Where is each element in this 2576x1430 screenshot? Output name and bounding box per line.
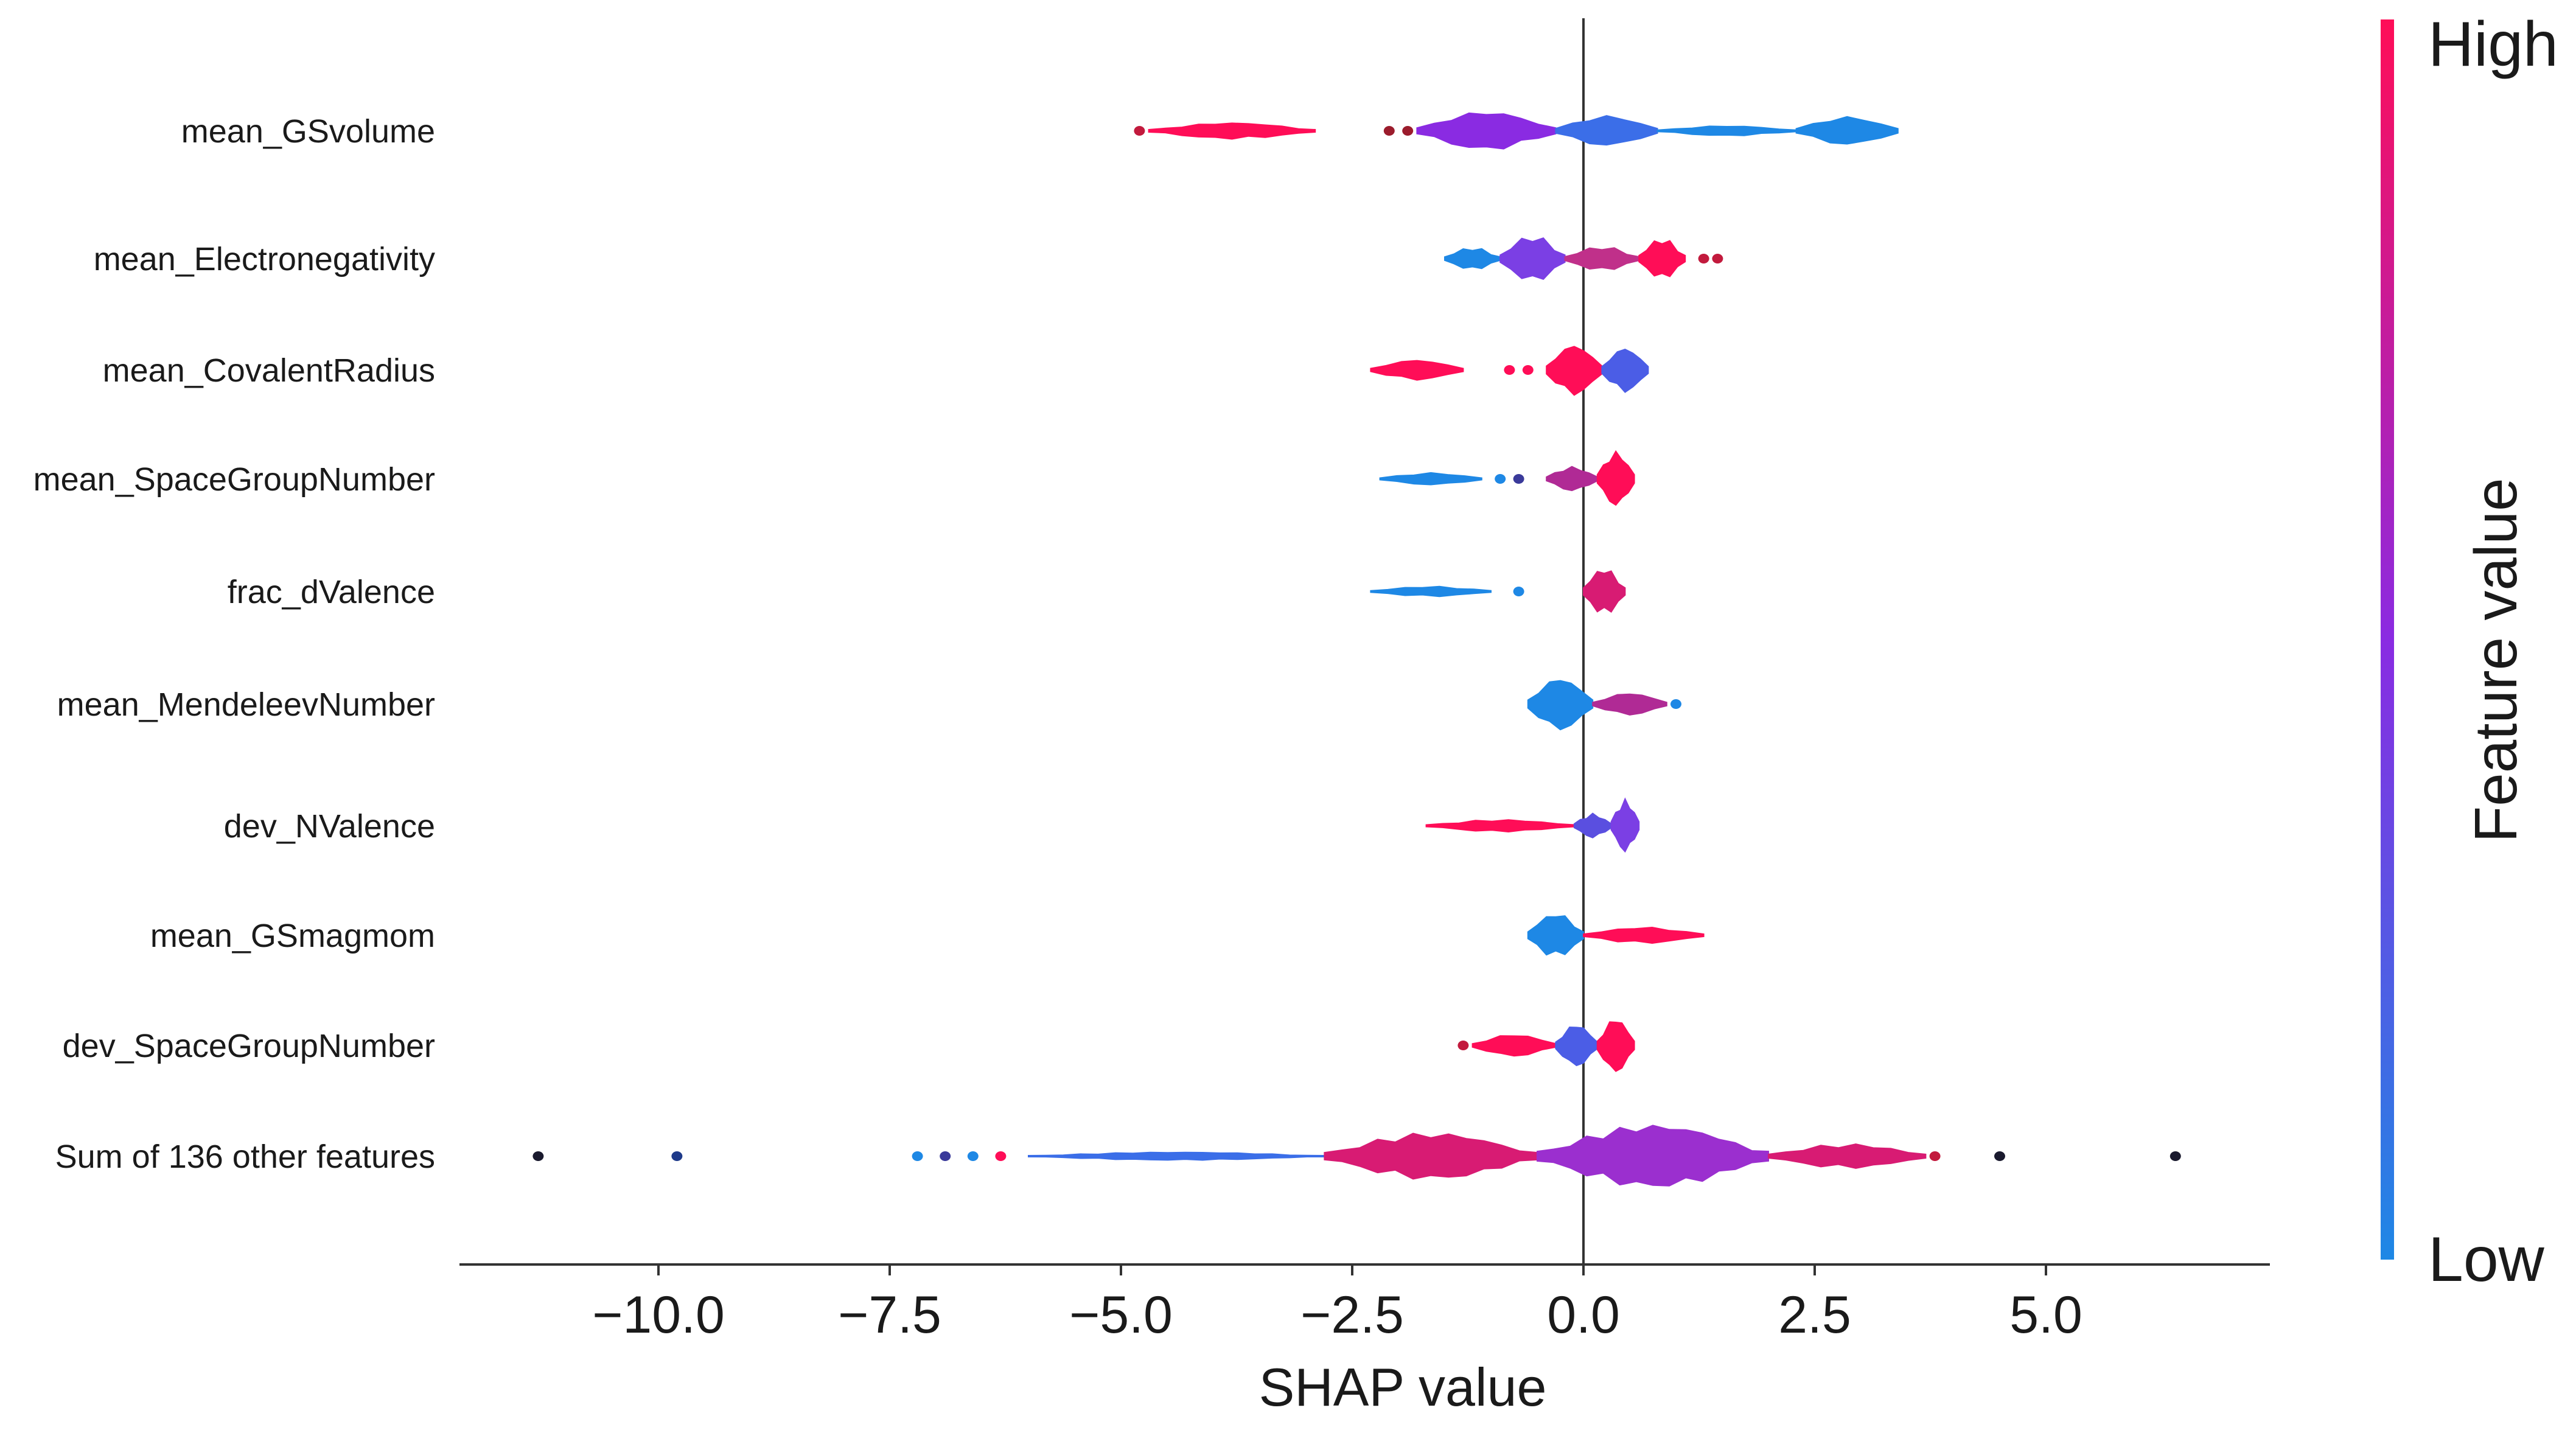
shap-segment — [1148, 122, 1316, 140]
shap-point — [1522, 365, 1534, 375]
shap-segment — [1596, 450, 1635, 506]
shap-segment — [1583, 570, 1626, 613]
shap-point — [912, 1151, 923, 1161]
shap-segment — [1537, 1125, 1769, 1187]
shap-segment — [1324, 1132, 1538, 1180]
shap-segment — [1471, 1035, 1557, 1057]
x-axis: −10.0 −7.5 −5.0 −2.5 0.0 2.5 5.0 — [459, 1263, 2270, 1344]
feature-row — [1134, 112, 1899, 150]
feature-row — [1370, 346, 1649, 396]
shap-segment — [1425, 819, 1575, 833]
shap-segment — [1028, 1151, 1325, 1161]
x-tick-label: −7.5 — [838, 1286, 941, 1344]
x-tick-label: −2.5 — [1300, 1286, 1404, 1344]
colorbar: High Low Feature value — [2381, 9, 2558, 1295]
feature-row — [1457, 1021, 1635, 1072]
x-tick-label: 0.0 — [1547, 1286, 1620, 1344]
feature-row — [1444, 237, 1723, 280]
feature-label: mean_GSmagmom — [150, 918, 435, 954]
shap-segment — [1370, 360, 1464, 381]
feature-label: mean_Electronegativity — [94, 241, 435, 277]
feature-row — [532, 1125, 2181, 1187]
shap-segment — [1573, 812, 1612, 839]
shap-segment — [1564, 247, 1640, 270]
shap-segment — [1499, 237, 1566, 280]
shap-point — [1994, 1151, 2005, 1161]
shap-point — [1698, 254, 1709, 263]
shap-segment — [1555, 115, 1658, 146]
feature-labels: mean_GSvolume mean_Electronegativity mean_… — [33, 113, 435, 1175]
shap-point — [2169, 1151, 2181, 1161]
shap-segment — [1555, 1026, 1598, 1067]
feature-label: frac_dValence — [228, 574, 435, 610]
feature-row — [1527, 680, 1681, 731]
shap-segment — [1795, 116, 1899, 145]
shap-segment — [1527, 680, 1594, 731]
shap-segment — [1656, 125, 1797, 136]
shap-point — [1495, 474, 1506, 484]
x-tick-label: −10.0 — [592, 1286, 725, 1344]
shap-segment — [1546, 346, 1603, 396]
shap-segment — [1768, 1143, 1927, 1169]
shap-point — [967, 1151, 979, 1161]
shap-point — [1402, 126, 1414, 136]
shap-point — [1134, 126, 1145, 136]
shap-point — [1513, 587, 1524, 596]
shap-point — [1712, 254, 1723, 263]
colorbar-low-label: Low — [2428, 1224, 2545, 1295]
shap-segment — [1638, 240, 1686, 277]
colorbar-high-label: High — [2428, 9, 2558, 80]
shap-segment — [1546, 466, 1598, 492]
shap-segment — [1583, 926, 1705, 944]
feature-label: mean_SpaceGroupNumber — [33, 461, 435, 498]
x-tick-label: −5.0 — [1069, 1286, 1173, 1344]
x-tick-label: 2.5 — [1778, 1286, 1851, 1344]
shap-segment — [1596, 1021, 1635, 1072]
feature-row — [1379, 450, 1635, 506]
feature-label: mean_MendeleevNumber — [57, 686, 435, 723]
feature-label: dev_SpaceGroupNumber — [63, 1028, 435, 1064]
feature-label: dev_NValence — [224, 808, 435, 845]
feature-label: mean_CovalentRadius — [103, 352, 435, 389]
feature-row — [1425, 797, 1640, 853]
shap-segment — [1416, 112, 1557, 150]
shap-point — [532, 1151, 544, 1161]
shap-segment — [1379, 472, 1482, 486]
x-axis-title: SHAP value — [1259, 1357, 1547, 1417]
feature-row — [1370, 570, 1626, 613]
shap-point — [1504, 365, 1515, 375]
shap-point — [1670, 699, 1681, 709]
shap-point — [1383, 126, 1395, 136]
feature-row — [1527, 915, 1705, 956]
shap-point — [671, 1151, 683, 1161]
shap-point — [940, 1151, 951, 1161]
shap-segment — [1601, 349, 1649, 393]
shap-segment — [1444, 248, 1501, 270]
feature-label: Sum of 136 other features — [55, 1139, 435, 1175]
colorbar-title: Feature value — [2462, 478, 2529, 842]
feature-label: mean_GSvolume — [181, 113, 435, 150]
shap-segment — [1370, 585, 1492, 598]
shap-point — [1513, 474, 1524, 484]
shap-segment — [1527, 915, 1584, 956]
plot-area — [532, 18, 2181, 1264]
colorbar-gradient — [2381, 19, 2394, 1260]
x-tick-label: 5.0 — [2009, 1286, 2082, 1344]
shap-point — [1929, 1151, 1941, 1161]
shap-segment — [1592, 693, 1667, 716]
shap-point — [995, 1151, 1007, 1161]
shap-point — [1457, 1041, 1469, 1050]
shap-segment — [1610, 797, 1640, 853]
